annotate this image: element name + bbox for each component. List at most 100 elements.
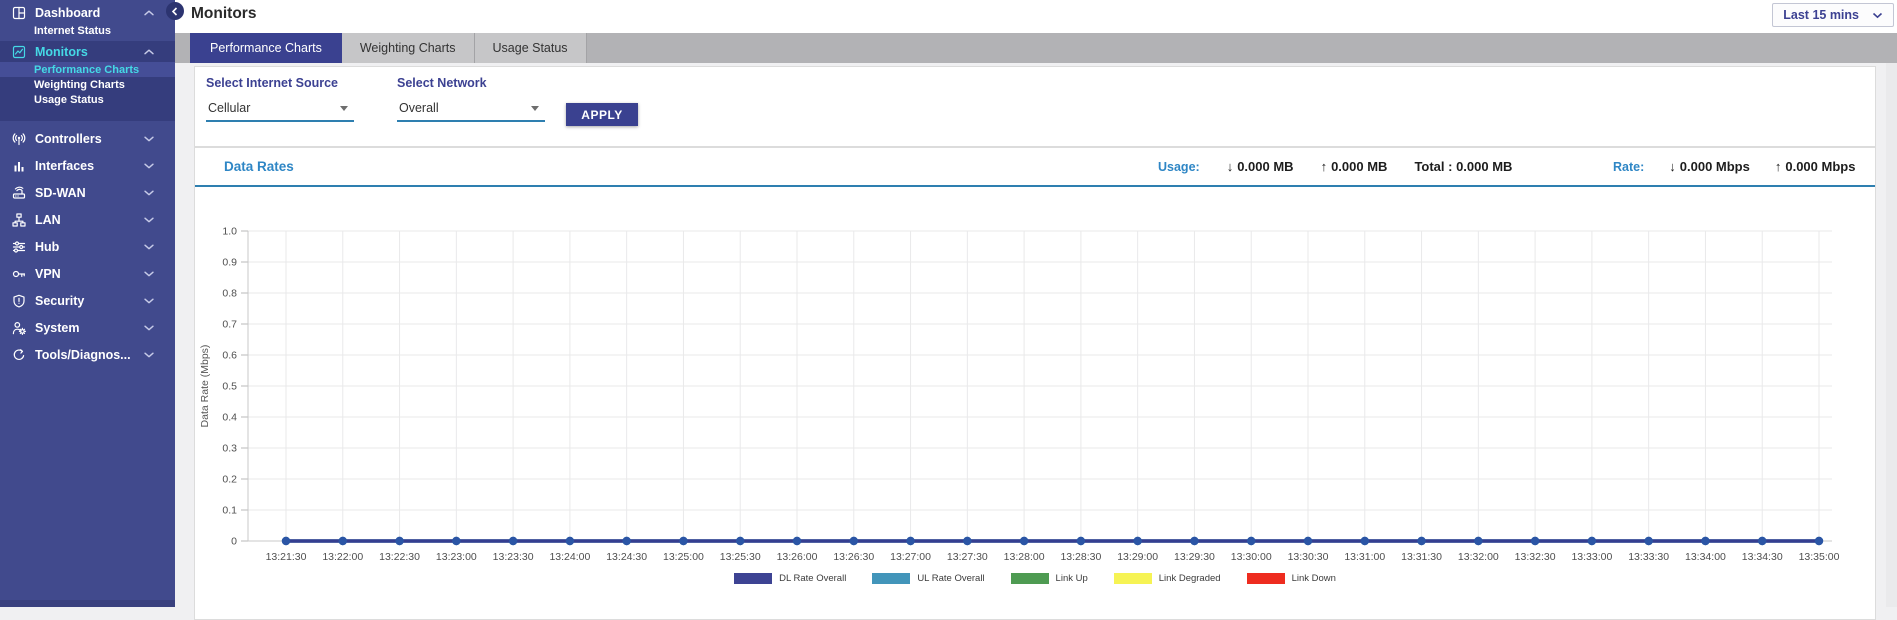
sidebar-item-system[interactable]: System (0, 316, 175, 339)
legend-swatch-link-up (1010, 573, 1049, 584)
performance-chart[interactable]: 0 0.1 0.2 0.3 0.4 0.5 0.6 0.7 0.8 0.9 1.0 13:21:30 1… (195, 188, 1875, 568)
sidebar-item-interfaces[interactable]: Interfaces (0, 154, 175, 177)
chevron-up-icon (144, 10, 154, 16)
legend-item-ul-rate-overall[interactable]: UL Rate Overall (872, 573, 985, 584)
legend-item-link-up[interactable]: Link Up (1010, 573, 1088, 584)
sidebar-section-tools-diagnostics: Tools/Diagnos... (0, 342, 175, 369)
usage-download-value: 0.000 MB (1237, 159, 1294, 174)
panel-divider (195, 185, 1875, 187)
internet-source-label: Select Internet Source (206, 76, 338, 90)
sidebar-section-controllers: Controllers (0, 126, 175, 153)
usage-upload-value: 0.000 MB (1331, 159, 1388, 174)
sidebar-item-label: Security (35, 293, 85, 308)
data-rates-chart-svg: 0 0.1 0.2 0.3 0.4 0.5 0.6 0.7 0.8 0.9 1.0 13:21:30 1… (199, 226, 1840, 564)
sidebar-collapse-button[interactable] (166, 2, 184, 20)
series-point-dl-rate-overall (281, 536, 291, 546)
x-tick-label: 13:28:00 (1004, 551, 1045, 563)
x-tick-label: 13:33:30 (1628, 551, 1669, 563)
legend-swatch-dl-rate-overall (734, 573, 773, 584)
dropdown-arrow-icon (340, 105, 348, 111)
chevron-down-icon (144, 325, 154, 331)
usage-stats: Usage: ↓ 0.000 MB ↑ 0.000 MB Total : 0.000… (1158, 159, 1512, 174)
rate-upload-value: 0.000 Mbps (1785, 159, 1856, 174)
sidebar-item-security[interactable]: Security (0, 289, 175, 312)
series-point-dl-rate-overall (1474, 536, 1483, 546)
series-point-dl-rate-overall (679, 536, 688, 546)
x-tick-label: 13:35:00 (1799, 551, 1840, 563)
x-tick-label: 13:30:30 (1288, 551, 1329, 563)
y-tick-label: 0.5 (222, 381, 237, 393)
sidebar-item-controllers[interactable]: Controllers (0, 127, 175, 150)
sidebar-item-label: VPN (35, 266, 61, 281)
legend-item-link-down[interactable]: Link Down (1246, 573, 1336, 584)
x-tick-label: 13:25:30 (720, 551, 761, 563)
rate-stats: Rate: ↓ 0.000 Mbps ↑ 0.000 Mbps (1613, 159, 1855, 174)
series-point-dl-rate-overall (1701, 536, 1710, 546)
sidebar-section-monitors: Monitors Performance Charts Weighting Char… (0, 41, 175, 121)
x-tick-label: 13:22:30 (379, 551, 420, 563)
legend-item-link-degraded[interactable]: Link Degraded (1113, 573, 1221, 584)
series-point-dl-rate-overall (1417, 536, 1426, 546)
tab-performance-charts[interactable]: Performance Charts (190, 33, 342, 63)
y-tick-label: 0.2 (222, 474, 237, 486)
sidebar-item-weighting-charts[interactable]: Weighting Charts (34, 78, 125, 91)
chevron-down-icon (144, 352, 154, 358)
sidebar-item-hub[interactable]: Hub (0, 235, 175, 258)
usage-total-value: Total : 0.000 MB (1414, 159, 1513, 174)
sidebar-item-internet-status[interactable]: Internet Status (34, 24, 112, 37)
internet-source-select[interactable]: Cellular (206, 99, 354, 122)
series-point-dl-rate-overall (1814, 536, 1824, 546)
page-title: Monitors (191, 5, 257, 22)
sdwan-icon (11, 185, 26, 200)
series-point-dl-rate-overall (622, 536, 631, 546)
tab-weighting-charts[interactable]: Weighting Charts (341, 33, 475, 63)
sidebar-item-monitors[interactable]: Monitors (0, 42, 175, 62)
series-point-dl-rate-overall (1587, 536, 1597, 546)
sidebar-item-performance-charts[interactable]: Performance Charts (0, 62, 175, 77)
apply-button[interactable]: APPLY (566, 103, 638, 126)
sidebar-item-vpn[interactable]: VPN (0, 262, 175, 285)
lan-icon (11, 212, 26, 227)
x-tick-label: 13:27:00 (890, 551, 931, 563)
sidebar-item-tools-diagnostics[interactable]: Tools/Diagnos... (0, 343, 175, 366)
vertical-scrollbar[interactable] (1886, 60, 1897, 607)
y-tick-label: 1.0 (222, 226, 237, 238)
page-header: Monitors Last 15 mins (175, 0, 1897, 33)
x-tick-label: 13:22:00 (322, 551, 363, 563)
sidebar-item-label: Controllers (35, 131, 102, 146)
series-point-dl-rate-overall (1360, 536, 1369, 546)
x-tick-label: 13:34:30 (1742, 551, 1783, 563)
upload-arrow-icon: ↑ (1774, 159, 1782, 174)
sidebar-item-dashboard[interactable]: Dashboard (0, 3, 175, 23)
sidebar: Dashboard Internet Status Monitors Performa… (0, 0, 175, 607)
chevron-down-icon (144, 298, 154, 304)
tab-usage-status[interactable]: Usage Status (474, 33, 587, 63)
y-tick-label: 0.7 (222, 319, 237, 331)
sidebar-item-usage-status[interactable]: Usage Status (34, 93, 104, 106)
legend-swatch-link-degraded (1113, 573, 1152, 584)
x-tick-label: 13:31:30 (1401, 551, 1442, 563)
x-tick-label: 13:21:30 (266, 551, 307, 563)
sidebar-scrollbar[interactable] (0, 600, 175, 607)
series-point-dl-rate-overall (508, 536, 518, 546)
series-point-dl-rate-overall (1019, 536, 1029, 546)
network-select[interactable]: Overall (397, 99, 545, 122)
sidebar-item-sd-wan[interactable]: SD-WAN (0, 181, 175, 204)
sidebar-item-lan[interactable]: LAN (0, 208, 175, 231)
tab-strip: Performance Charts Weighting Charts Usage … (175, 33, 1897, 63)
chevron-up-icon (144, 49, 154, 55)
time-range-selector[interactable]: Last 15 mins (1772, 3, 1894, 27)
x-tick-label: 13:32:00 (1458, 551, 1499, 563)
sidebar-section-vpn: VPN (0, 261, 175, 288)
hub-icon (11, 239, 26, 254)
sidebar-section-lan: LAN (0, 207, 175, 234)
legend-swatch-ul-rate-overall (872, 573, 911, 584)
sidebar-item-label: Dashboard (35, 6, 101, 20)
legend-item-dl-rate-overall[interactable]: DL Rate Overall (734, 573, 846, 584)
internet-source-group: Select Internet Source Cellular (206, 76, 354, 122)
sidebar-item-label: Interfaces (35, 158, 95, 173)
legend-label: Link Degraded (1158, 573, 1221, 584)
sidebar-section-hub: Hub (0, 234, 175, 261)
series-point-dl-rate-overall (1190, 536, 1199, 546)
chart-legend: DL Rate Overall UL Rate Overall Link Up Lin… (195, 573, 1875, 584)
